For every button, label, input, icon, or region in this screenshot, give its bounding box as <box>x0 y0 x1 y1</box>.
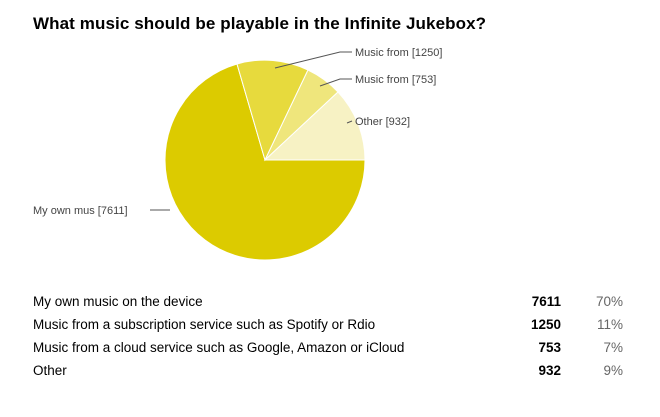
row-label: Other <box>33 363 67 378</box>
row-count: 753 <box>538 340 561 355</box>
slice-label-my-own-music: My own mus [7611] <box>33 205 128 217</box>
row-count: 932 <box>538 363 561 378</box>
row-count: 1250 <box>530 317 561 332</box>
row-percent: 9% <box>603 363 623 378</box>
callout-line <box>319 78 352 87</box>
pie-chart: Music from [1250] Music from [753] Other… <box>33 47 442 261</box>
callout-line <box>274 51 352 69</box>
table-row: Other 932 9% <box>33 359 623 382</box>
chart-title: What music should be playable in the Inf… <box>33 14 487 33</box>
table-row: Music from a cloud service such as Googl… <box>33 336 623 359</box>
pie-slice-subscription[interactable] <box>236 59 309 162</box>
table-row: Music from a subscription service such a… <box>33 313 623 336</box>
slice-label-other: Other [932] <box>355 116 410 128</box>
row-label: Music from a subscription service such a… <box>33 317 376 332</box>
pie-slice-other[interactable] <box>263 91 366 161</box>
row-count: 7611 <box>531 294 561 309</box>
row-label: Music from a cloud service such as Googl… <box>33 340 405 355</box>
row-percent: 11% <box>596 317 623 332</box>
slice-label-subscription: Music from [1250] <box>355 47 442 59</box>
slice-label-cloud: Music from [753] <box>355 74 436 86</box>
row-percent: 7% <box>603 340 623 355</box>
pie-slice-my-own-music[interactable] <box>164 63 366 261</box>
table-row: My own music on the device 7611 70% <box>33 290 623 313</box>
callout-line <box>346 120 353 124</box>
row-percent: 70% <box>595 294 623 309</box>
row-label: My own music on the device <box>33 294 203 309</box>
results-table: My own music on the device 7611 70% Musi… <box>33 290 623 382</box>
